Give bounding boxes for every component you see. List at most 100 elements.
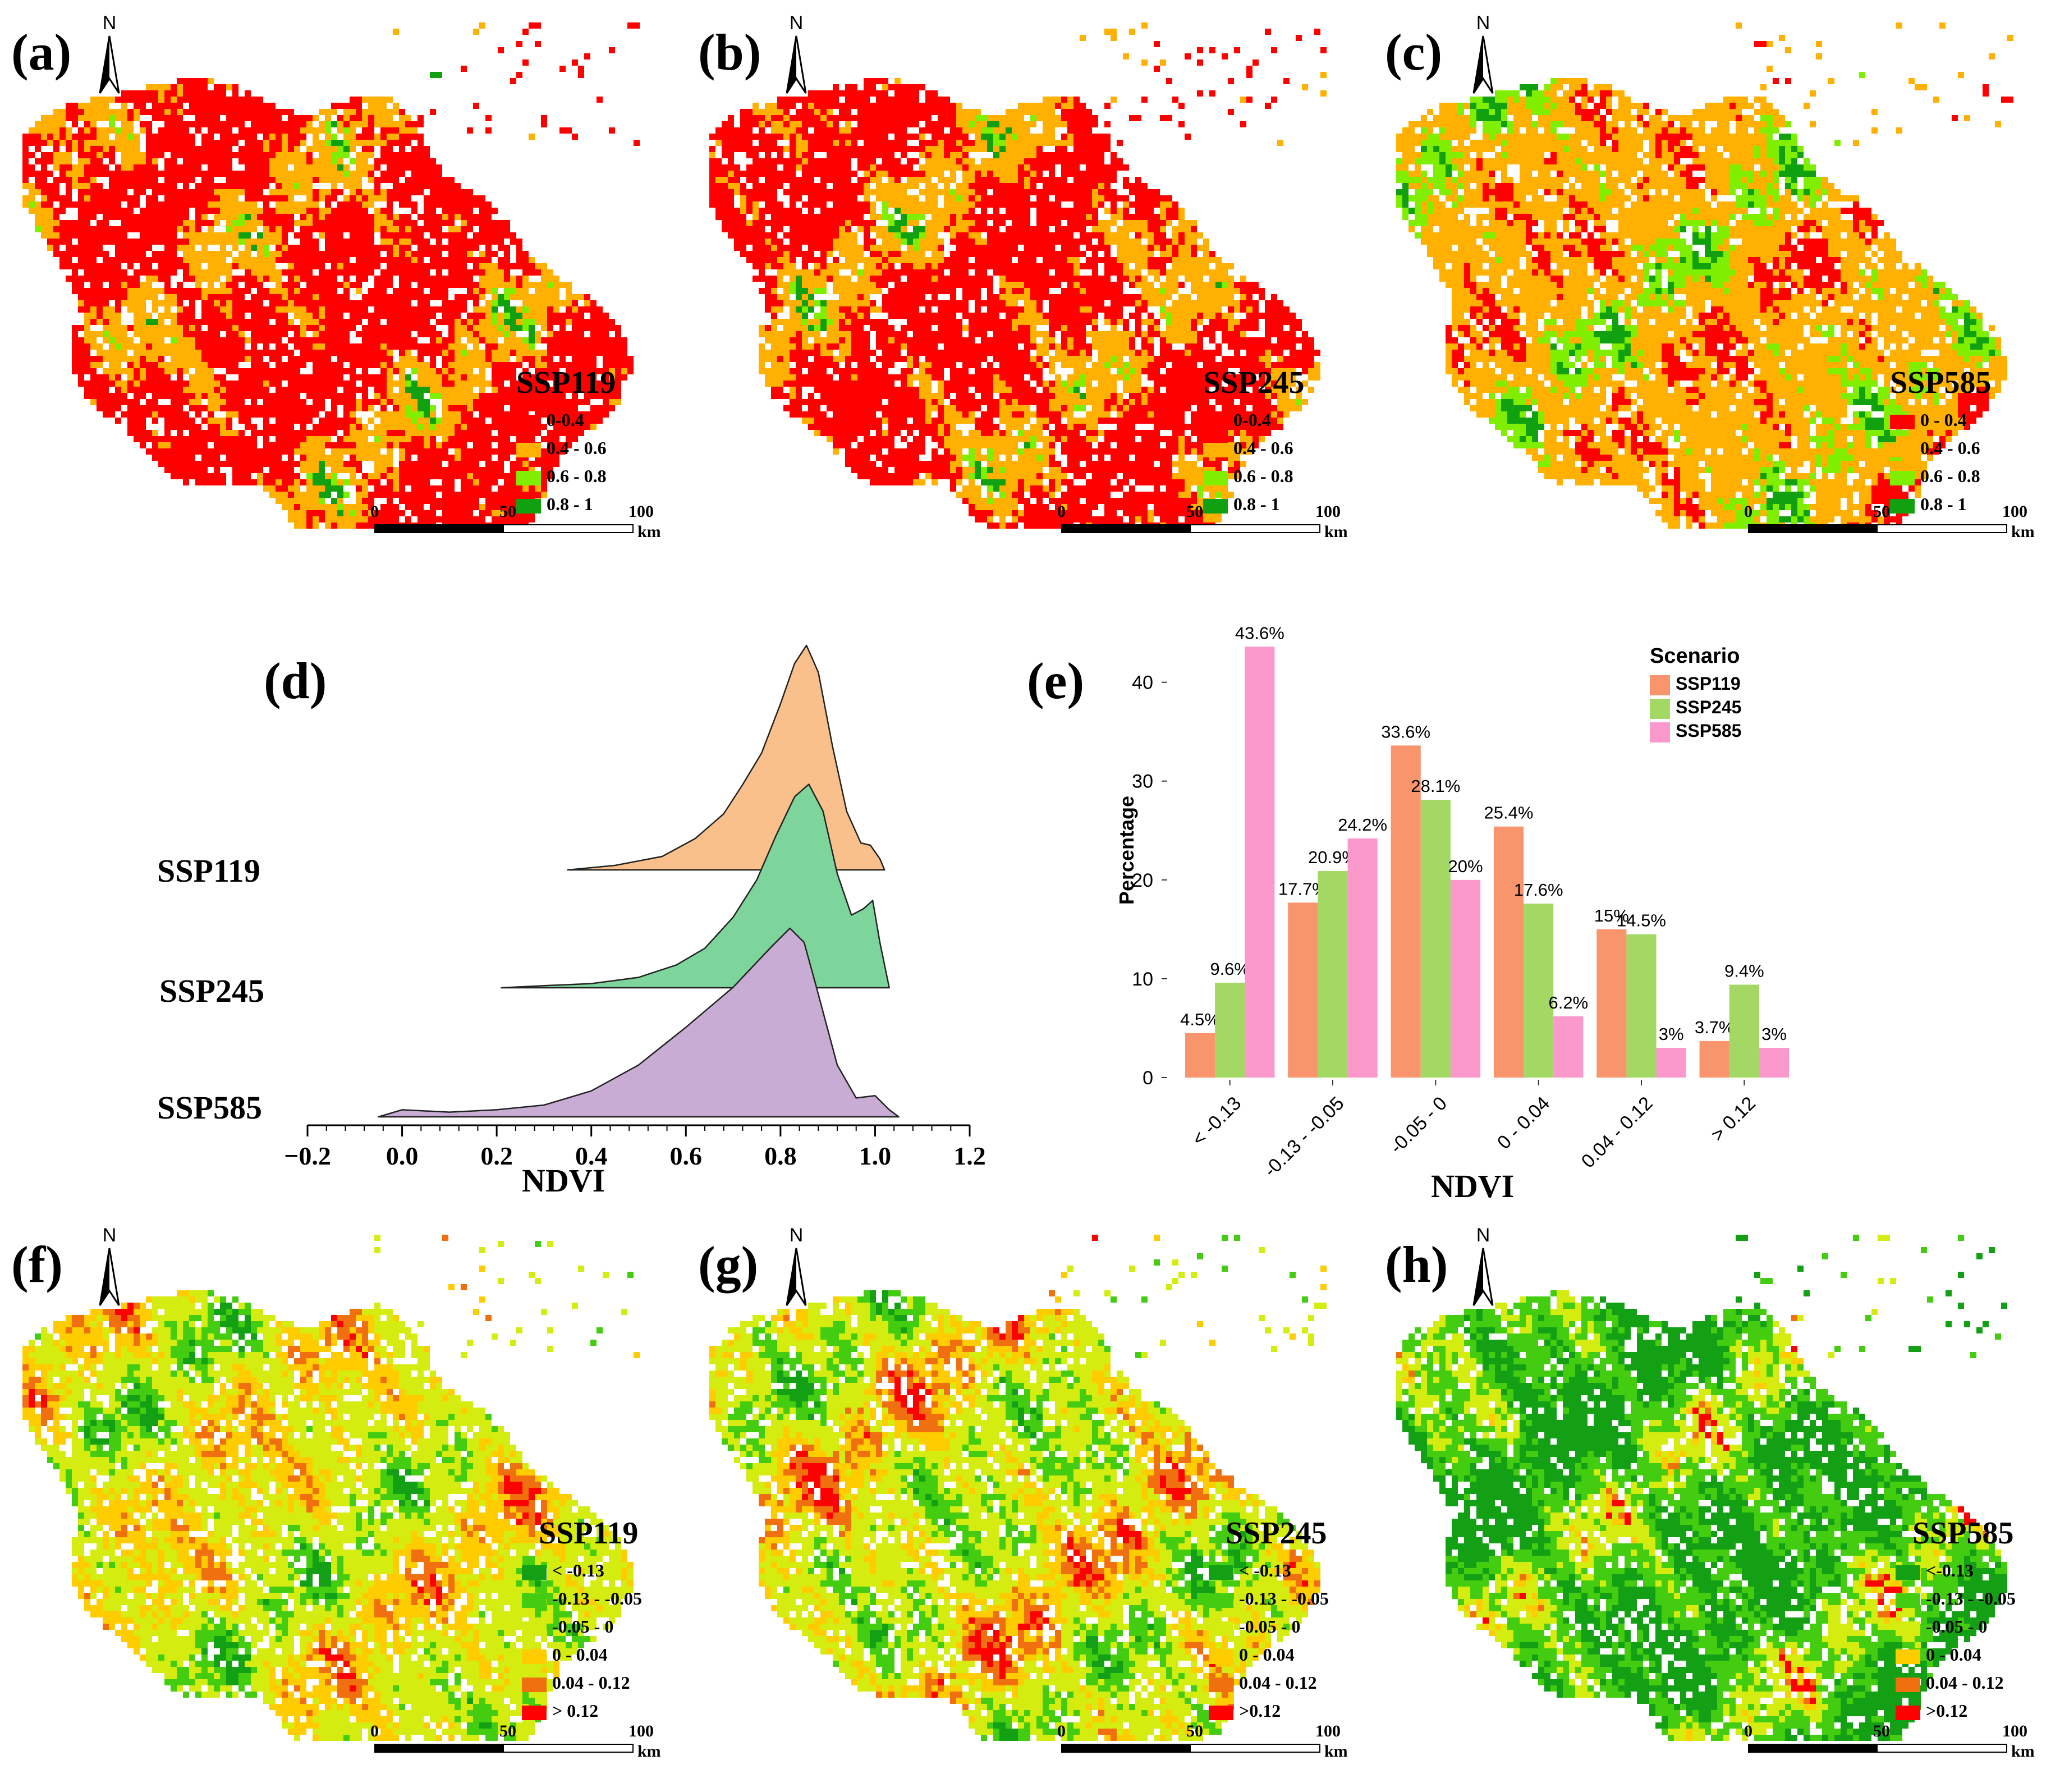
legend-swatch xyxy=(1896,1565,1920,1580)
scale-tick-label: 50 xyxy=(1186,502,1203,521)
legend-label: 0.6 - 0.8 xyxy=(1233,466,1293,486)
bar-ssp245 xyxy=(1318,870,1348,1078)
legend-item: >0.12 xyxy=(1209,1699,1281,1722)
legend-item: 0.6 - 0.8 xyxy=(516,465,607,487)
e-legend-swatch xyxy=(1650,698,1670,719)
legend-item: 0.4 - 0.6 xyxy=(1890,437,1980,459)
density-ridge-ssp585 xyxy=(378,927,900,1118)
legend-title-g: SSP245 xyxy=(1226,1515,1327,1551)
scale-unit-label: km xyxy=(2011,523,2035,542)
panel-label-f: (f) xyxy=(11,1235,63,1294)
legend-item: < -0.13 xyxy=(522,1559,604,1582)
legend-title-f: SSP119 xyxy=(539,1515,638,1551)
e-x-tick-label: < -0.13 xyxy=(1188,1093,1245,1150)
scale-bar xyxy=(1748,1744,2007,1753)
scale-tick-label: 0 xyxy=(1744,502,1752,521)
d-x-tick-label: 0.0 xyxy=(386,1142,419,1170)
bar-ssp585 xyxy=(1656,1048,1686,1078)
legend-label: 0.4 - 0.6 xyxy=(1920,438,1980,458)
map-panel-g: (g) N SSP245 < -0.13 -0.13 - -0.05 -0.05 - 0 0… xyxy=(687,1212,1373,1792)
ndvi-raster-map-c xyxy=(1396,22,2013,533)
legend-label: 0.6 - 0.8 xyxy=(1920,466,1980,486)
d-x-tick-label: 1.0 xyxy=(859,1142,892,1170)
scale-tick-label: 100 xyxy=(2002,502,2027,521)
legend-swatch xyxy=(516,498,541,514)
legend-label: 0-0.4 xyxy=(547,410,584,430)
map-panel-f: (f) N SSP119 < -0.13 -0.13 - -0.05 -0.05 - 0 0… xyxy=(0,1212,686,1792)
legend-swatch xyxy=(1203,414,1228,429)
bar-value-label: 25.4% xyxy=(1484,803,1534,823)
legend-item: 0 - 0.04 xyxy=(522,1643,608,1666)
legend-label: 0-0.4 xyxy=(1233,410,1271,430)
bar-value-label: 9.4% xyxy=(1724,961,1764,980)
e-legend-swatch xyxy=(1650,675,1670,695)
legend-label: 0.04 - 0.12 xyxy=(552,1672,630,1693)
map-panel-c: (c) N SSP585 0 - 0.4 0.4 - 0.6 0.6 - 0.8 0.8 -… xyxy=(1374,0,2059,572)
legend-label: 0 - 0.04 xyxy=(1926,1644,1981,1665)
legend-swatch xyxy=(1203,498,1228,514)
legend-label: 0.8 - 1 xyxy=(547,494,593,514)
e-x-tick-label: -0.13 - -0.05 xyxy=(1260,1093,1348,1181)
scale-tick-label: 0 xyxy=(1057,1722,1066,1741)
d-x-tick-label: −0.2 xyxy=(284,1142,331,1170)
bar-value-label: 17.6% xyxy=(1514,880,1563,900)
scale-tick-label: 100 xyxy=(1315,1722,1341,1741)
legend-item: 0.4 - 0.6 xyxy=(1203,437,1293,459)
legend-label: -0.05 - 0 xyxy=(552,1616,613,1637)
scale-unit-label: km xyxy=(637,523,661,542)
e-y-axis-title: Percentage xyxy=(1115,796,1138,905)
legend-swatch xyxy=(1209,1649,1233,1664)
bar-ssp245 xyxy=(1729,984,1759,1078)
scale-tick-label: 100 xyxy=(2002,1722,2027,1741)
legend-swatch xyxy=(1890,414,1915,429)
ndvi-change-bar-chart: (e) 0 10 20 30 40 Percentage 4.5% 9.6% 43.6% < -0… xyxy=(999,595,2060,1207)
north-arrow-icon: N xyxy=(777,1223,816,1308)
d-x-tick-label: 0.4 xyxy=(575,1142,608,1170)
legend-swatch xyxy=(1890,470,1915,485)
legend-label: >0.12 xyxy=(1239,1701,1281,1721)
bar-value-label: 28.1% xyxy=(1411,776,1460,796)
legend-item: > 0.12 xyxy=(522,1699,598,1722)
ndvi-raster-map-h xyxy=(1396,1235,2007,1753)
north-arrow-icon: N xyxy=(1463,1223,1503,1308)
legend-item: -0.05 - 0 xyxy=(522,1615,613,1638)
bar-ssp585 xyxy=(1553,1016,1584,1078)
e-legend-swatch xyxy=(1650,722,1670,743)
legend-title-a: SSP119 xyxy=(516,365,616,401)
ridge-label-ssp245: SSP245 xyxy=(159,972,264,1010)
legend-swatch xyxy=(522,1593,547,1608)
scale-tick-label: 50 xyxy=(1873,502,1890,521)
d-x-tick-label: 0.6 xyxy=(670,1142,703,1170)
scale-tick-label: 0 xyxy=(1744,1722,1752,1741)
legend-item: < -0.13 xyxy=(1209,1559,1291,1582)
ndvi-raster-map-g xyxy=(709,1235,1327,1753)
e-x-tick-label: 0.04 - 0.12 xyxy=(1577,1093,1657,1172)
e-legend-item: SSP245 xyxy=(1650,695,1741,719)
panel-label-h: (h) xyxy=(1385,1235,1448,1294)
scale-bar xyxy=(1748,524,2007,533)
legend-item: 0.8 - 1 xyxy=(1203,493,1280,515)
bar-ssp245 xyxy=(1215,982,1245,1078)
north-arrow-icon: N xyxy=(90,1223,129,1308)
scale-tick-label: 50 xyxy=(499,1722,516,1741)
legend-item: 0.4 - 0.6 xyxy=(516,437,607,459)
legend-item: -0.05 - 0 xyxy=(1896,1615,1987,1638)
e-legend-label: SSP119 xyxy=(1676,673,1741,694)
legend-label: <-0.13 xyxy=(1926,1560,1974,1580)
panel-label-g: (g) xyxy=(698,1235,758,1294)
bar-value-label: 3.7% xyxy=(1695,1018,1735,1037)
legend-label: -0.13 - -0.05 xyxy=(552,1588,642,1608)
legend-item: 0.04 - 0.12 xyxy=(1896,1671,2004,1694)
panel-label-a: (a) xyxy=(11,22,71,82)
legend-label: 0.8 - 1 xyxy=(1233,494,1280,514)
bar-ssp245 xyxy=(1420,800,1451,1078)
bar-ssp119 xyxy=(1391,745,1421,1078)
legend-title-c: SSP585 xyxy=(1890,365,1992,401)
scale-tick-label: 0 xyxy=(370,502,379,521)
e-legend-label: SSP245 xyxy=(1676,697,1741,717)
legend-item: 0.6 - 0.8 xyxy=(1890,465,1980,487)
e-y-tick-label: 30 xyxy=(1132,771,1153,792)
svg-text:N: N xyxy=(103,12,117,34)
d-x-tick-label: 0.2 xyxy=(480,1142,513,1170)
legend-item: 0 - 0.04 xyxy=(1896,1643,1981,1666)
